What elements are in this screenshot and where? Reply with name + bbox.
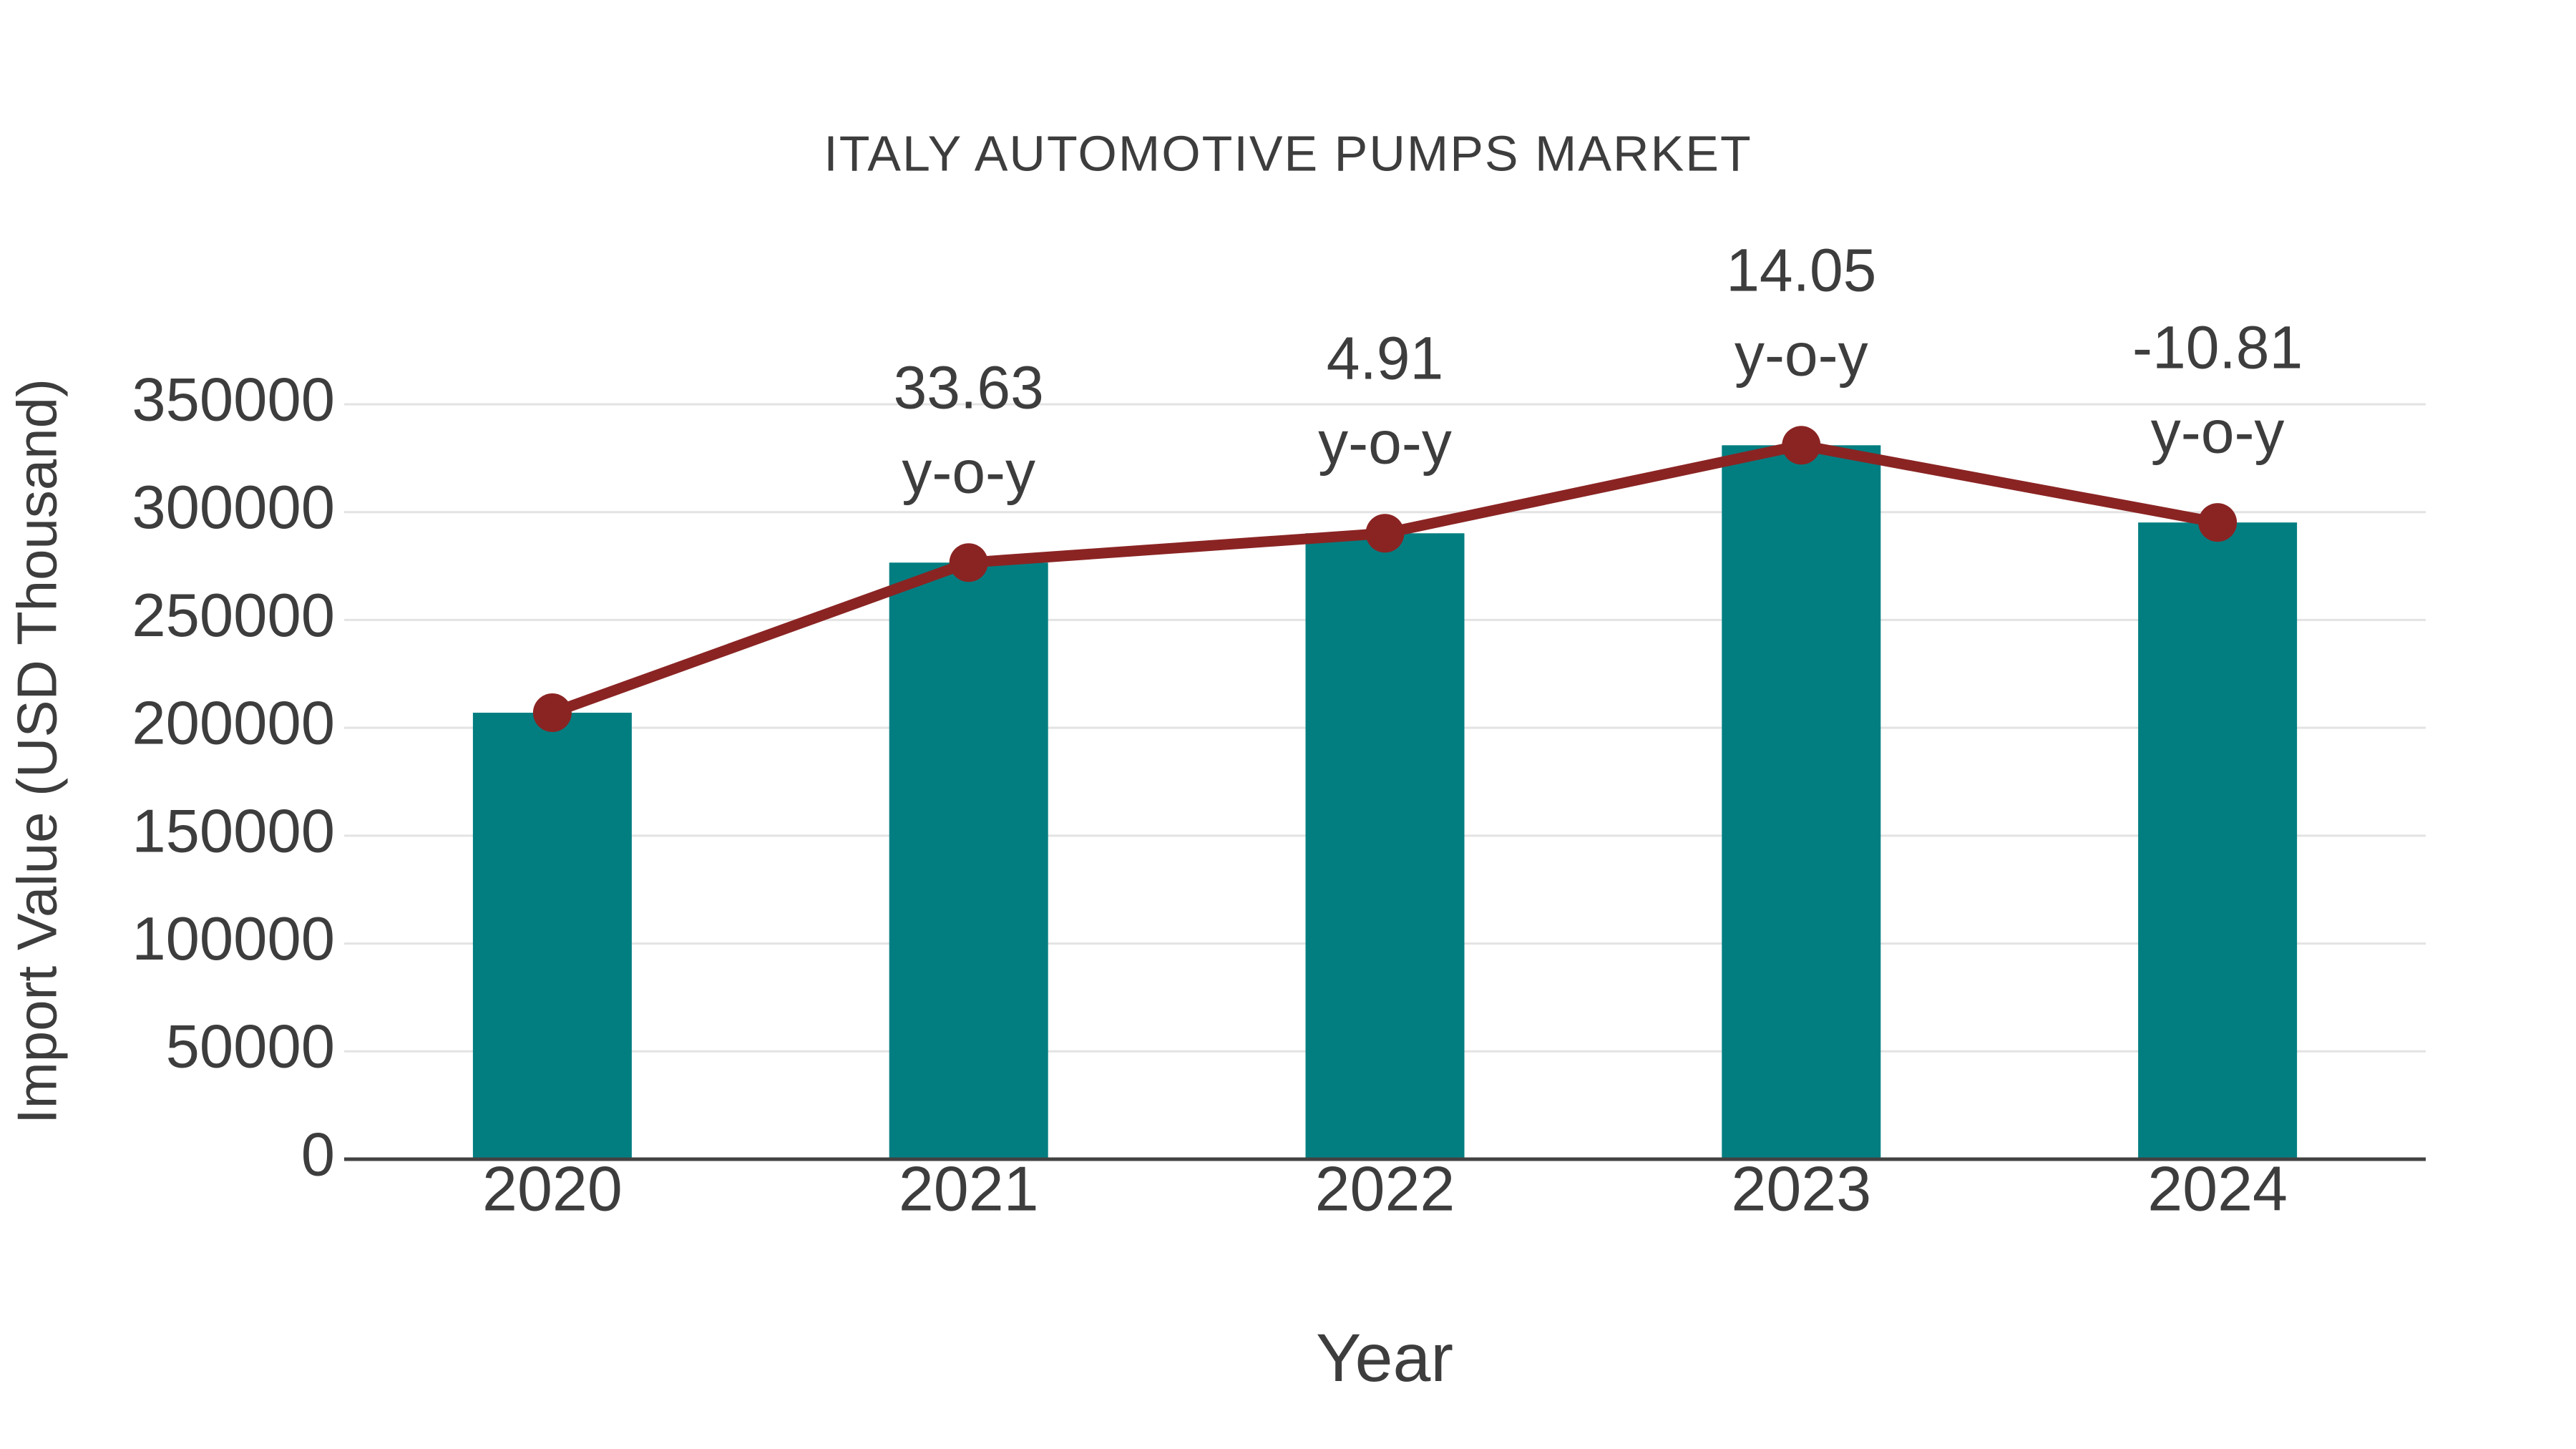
trend-marker-2024 <box>2198 503 2238 542</box>
yoy-value-2023: 14.05 <box>1726 236 1876 303</box>
y-tick-label-100000: 100000 <box>132 905 335 973</box>
y-tick-labels-group: 0 50000 100000 150000 200000 250000 300000 3500… <box>132 366 335 1189</box>
y-axis-title: Import Value (USD Thousand) <box>6 379 69 1124</box>
yoy-suffix-2021: y-o-y <box>902 438 1035 505</box>
trend-marker-2022 <box>1365 514 1405 553</box>
bar-2020 <box>472 713 632 1159</box>
yoy-value-2021: 33.63 <box>894 353 1044 421</box>
y-tick-label-150000: 150000 <box>132 797 335 865</box>
line-series-group <box>532 426 2238 733</box>
x-tick-label-2024: 2024 <box>2147 1153 2288 1224</box>
trend-marker-2021 <box>949 543 988 582</box>
annotations-group: 33.63 y-o-y 4.91 y-o-y 14.05 y-o-y -10.81 y-o-y <box>894 236 2303 505</box>
yoy-suffix-2022: y-o-y <box>1318 409 1452 476</box>
x-axis-title: Year <box>1316 1320 1453 1396</box>
y-tick-label-300000: 300000 <box>132 474 335 542</box>
bar-2022 <box>1305 533 1465 1159</box>
yoy-suffix-2023: y-o-y <box>1735 321 1868 388</box>
trend-marker-2023 <box>1782 426 1821 465</box>
yoy-value-2022: 4.91 <box>1327 324 1444 391</box>
y-tick-label-350000: 350000 <box>132 366 335 434</box>
y-tick-label-0: 0 <box>301 1121 335 1189</box>
y-tick-label-50000: 50000 <box>166 1013 335 1081</box>
yoy-value-2024: -10.81 <box>2132 313 2303 381</box>
x-tick-label-2022: 2022 <box>1315 1153 1455 1224</box>
x-tick-label-2023: 2023 <box>1731 1153 1871 1224</box>
yoy-suffix-2024: y-o-y <box>2151 398 2285 465</box>
chart-title: ITALY AUTOMOTIVE PUMPS MARKET <box>824 125 1752 181</box>
x-tick-labels-group: 2020 2021 2022 2023 2024 <box>482 1153 2288 1224</box>
trend-marker-2020 <box>532 693 572 733</box>
bar-2024 <box>2138 522 2298 1159</box>
bar-2021 <box>889 562 1048 1159</box>
x-tick-label-2020: 2020 <box>482 1153 623 1224</box>
x-tick-label-2021: 2021 <box>899 1153 1039 1224</box>
bar-2023 <box>1722 445 1881 1159</box>
y-tick-label-250000: 250000 <box>132 582 335 650</box>
bars-group <box>472 445 2298 1159</box>
y-tick-label-200000: 200000 <box>132 690 335 758</box>
